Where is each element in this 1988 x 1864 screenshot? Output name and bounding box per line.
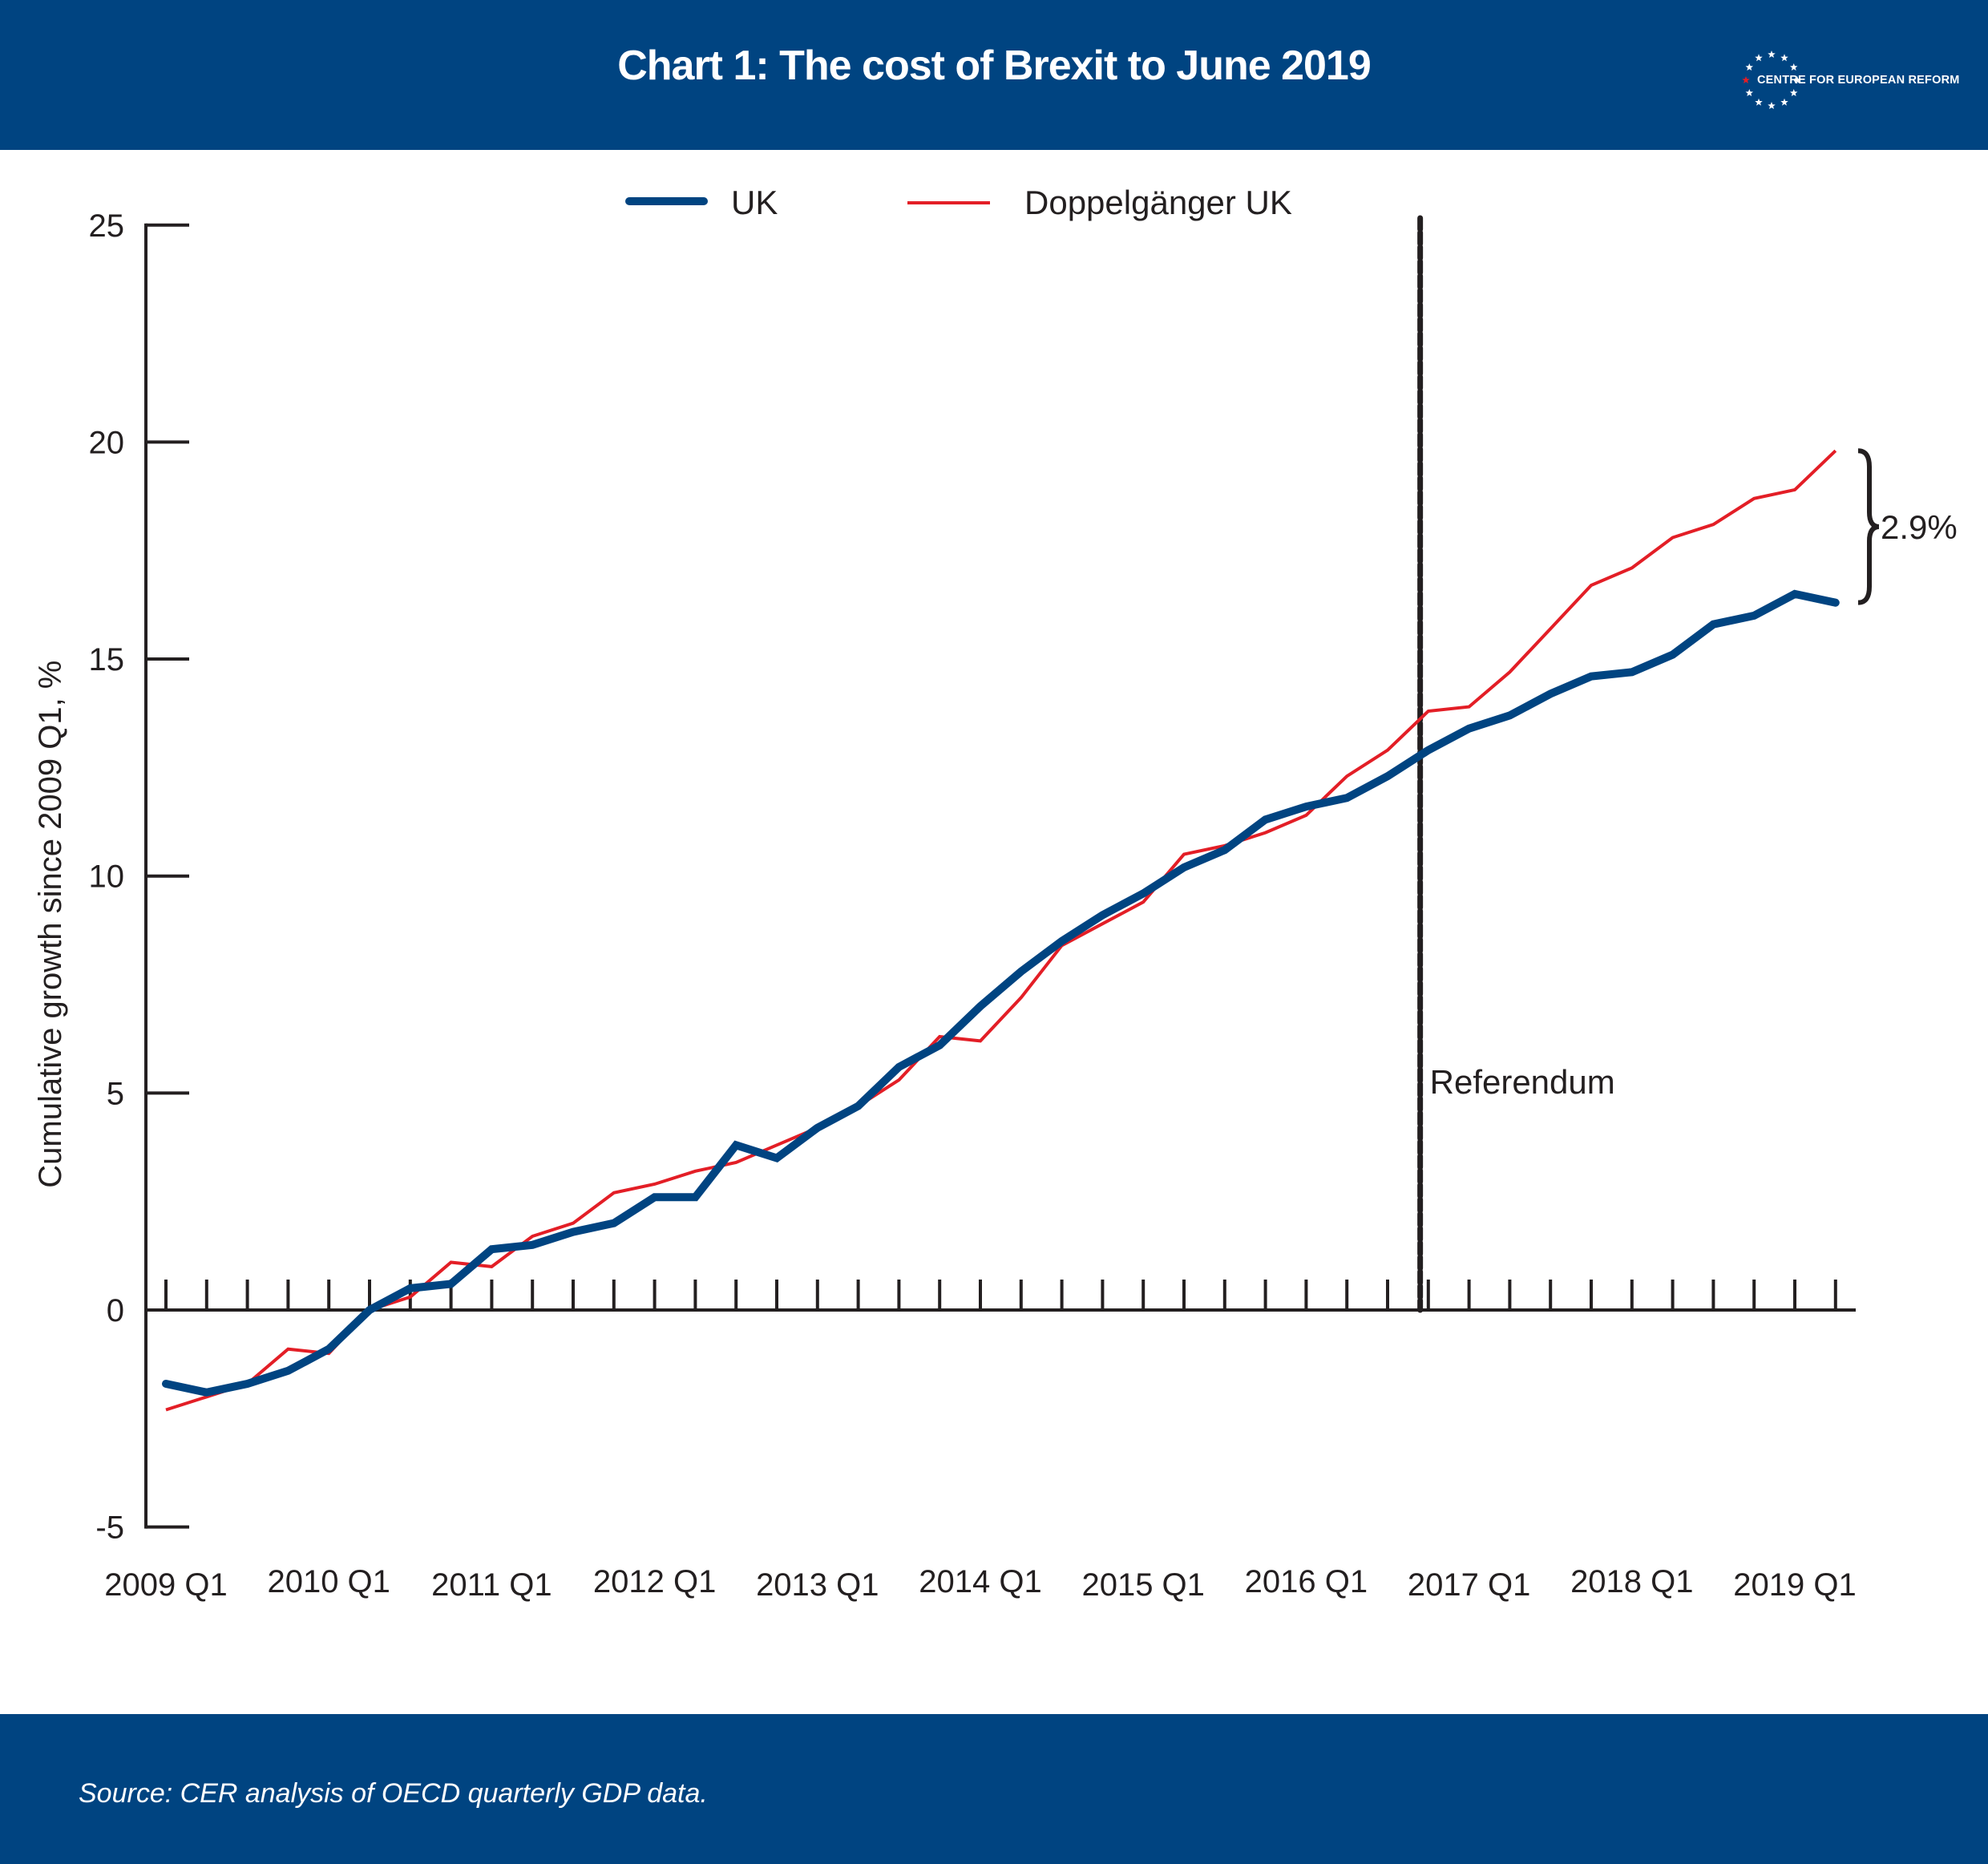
gap-label: 2.9% xyxy=(1881,508,1958,546)
y-tick-label: 20 xyxy=(89,425,125,460)
footer-bar xyxy=(0,1714,1988,1864)
logo-star-icon xyxy=(1789,63,1798,71)
eu-star-circle-icon xyxy=(1742,51,1801,110)
x-tick-label: 2010 Q1 xyxy=(267,1564,390,1599)
x-tick-label: 2015 Q1 xyxy=(1081,1567,1204,1603)
logo-star-icon xyxy=(1755,54,1763,62)
logo-star-icon xyxy=(1742,76,1750,84)
y-tick-label: 0 xyxy=(107,1293,124,1328)
source-note: Source: CER analysis of OECD quarterly G… xyxy=(79,1778,708,1809)
y-tick-label: 5 xyxy=(107,1076,124,1111)
series-line-uk xyxy=(162,589,1840,1397)
y-tick-label: 15 xyxy=(89,642,125,677)
legend-label-uk: UK xyxy=(731,184,778,221)
logo-star-icon xyxy=(1768,102,1776,110)
x-tick-label: 2017 Q1 xyxy=(1408,1567,1530,1603)
y-tick-label: -5 xyxy=(95,1510,124,1546)
logo-star-icon xyxy=(1780,98,1788,106)
logo-star-icon xyxy=(1768,51,1776,59)
x-tick-label: 2013 Q1 xyxy=(756,1567,879,1603)
x-tick-label: 2018 Q1 xyxy=(1570,1564,1693,1599)
logo-star-icon xyxy=(1780,54,1788,62)
gap-brace xyxy=(1857,448,1880,605)
line-chart: -5 0 5 10 15 20 25 Cumulative growth since 2009… xyxy=(33,184,1958,1603)
x-tick-label: 2014 Q1 xyxy=(919,1564,1041,1599)
x-tick-label: 2019 Q1 xyxy=(1733,1567,1856,1603)
logo-star-icon xyxy=(1745,63,1754,71)
x-tick-label: 2011 Q1 xyxy=(431,1567,552,1603)
header-bar xyxy=(0,0,1988,150)
referendum-label: Referendum xyxy=(1430,1063,1615,1101)
x-tick-label: 2016 Q1 xyxy=(1245,1564,1368,1599)
y-axis-title: Cumulative growth since 2009 Q1, % xyxy=(33,661,68,1188)
chart-title: Chart 1: The cost of Brexit to June 2019 xyxy=(617,42,1372,89)
logo-star-icon xyxy=(1745,89,1754,97)
logo-text: CENTRE FOR EUROPEAN REFORM xyxy=(1757,74,1960,87)
logo-star-icon xyxy=(1793,76,1801,84)
y-tick-label: 25 xyxy=(89,208,125,244)
logo-star-icon xyxy=(1755,98,1763,106)
y-tick-label: 10 xyxy=(89,859,125,895)
x-tick-label: 2012 Q1 xyxy=(593,1564,716,1599)
legend-label-doppelganger: Doppelgänger UK xyxy=(1024,184,1292,221)
x-tick-label: 2009 Q1 xyxy=(104,1567,227,1603)
logo-star-icon xyxy=(1789,89,1798,97)
series-line-doppelganger xyxy=(165,449,1837,1412)
